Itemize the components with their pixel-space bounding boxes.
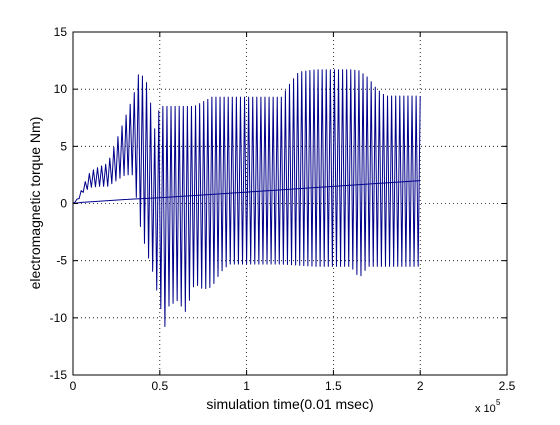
- x-exponent-power: 5: [496, 398, 501, 407]
- x-tick-label: 0.5: [151, 379, 168, 393]
- y-tick-label: 0: [60, 197, 67, 211]
- y-tick-label: 10: [54, 82, 68, 96]
- y-tick-label: 5: [60, 139, 67, 153]
- y-tick-label: 15: [54, 25, 68, 39]
- x-axis-label: simulation time(0.01 msec): [206, 396, 373, 412]
- y-tick-label: -5: [56, 254, 67, 268]
- x-tick-label: 0: [70, 379, 77, 393]
- x-tick-label: 2: [417, 379, 424, 393]
- y-tick-label: -15: [50, 368, 68, 382]
- x-tick-label: 2.5: [499, 379, 516, 393]
- x-exponent-label: x 10: [475, 403, 496, 415]
- y-axis-label: electromagnetic torque Nm): [27, 117, 43, 290]
- torque-mean-line: [72, 180, 421, 204]
- y-tick-label: -10: [50, 311, 68, 325]
- series-layer: [72, 69, 421, 328]
- x-tick-label: 1.5: [325, 379, 342, 393]
- x-tick-label: 1: [243, 379, 250, 393]
- torque-oscillation-line: [72, 69, 421, 328]
- tick-layer: 0 0.5 1 1.5 2 2.5 -15 -10 -5 0 5 10 15: [50, 25, 516, 393]
